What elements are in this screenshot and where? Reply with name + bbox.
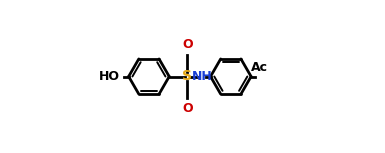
Text: Ac: Ac (251, 61, 268, 74)
Text: O: O (182, 102, 192, 115)
Text: NH: NH (192, 70, 213, 83)
Text: S: S (182, 69, 192, 84)
Text: O: O (182, 38, 192, 51)
Text: HO: HO (99, 70, 120, 83)
